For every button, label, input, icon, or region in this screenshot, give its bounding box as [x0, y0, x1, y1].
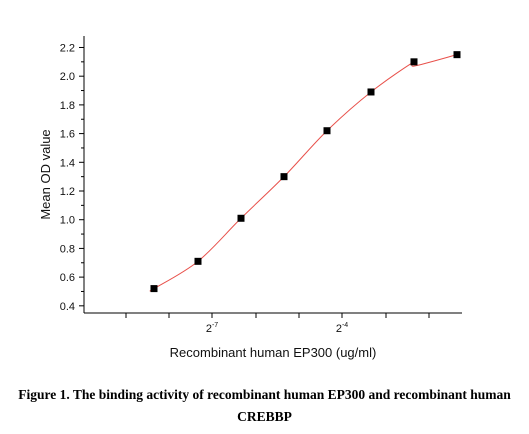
- data-point: [194, 257, 202, 265]
- data-point: [323, 127, 331, 135]
- x-tick-label-2-pow-neg4: 2-4: [336, 322, 348, 335]
- y-tick-label: 1.0: [60, 215, 75, 227]
- y-tick-label: 0.4: [60, 301, 75, 313]
- y-axis-title: Mean OD value: [38, 129, 53, 219]
- data-point: [150, 285, 158, 293]
- y-tick-label: 1.2: [60, 186, 75, 198]
- x-tick-label-2-pow-neg7: 2-7: [206, 322, 218, 335]
- data-point: [410, 58, 418, 66]
- data-point: [280, 173, 288, 181]
- y-tick-label: 2.0: [60, 71, 75, 83]
- y-tick-label: 0.8: [60, 243, 75, 255]
- data-points: [150, 51, 461, 293]
- y-tick-label: 1.4: [60, 157, 75, 169]
- x-axis-title: Recombinant human EP300 (ug/ml): [170, 345, 377, 360]
- fit-curve: [149, 54, 458, 292]
- figure-caption: Figure 1. The binding activity of recomb…: [0, 384, 529, 428]
- figure-caption-line-1: Figure 1. The binding activity of recomb…: [18, 387, 511, 402]
- od-binding-chart: 0.4 0.6 0.8 1.0 1.2 1.4 1.6 1.8 2.0 2.2 2-7 2-4 R…: [38, 36, 462, 360]
- x-axis: [84, 312, 462, 318]
- data-point: [453, 51, 461, 59]
- y-tick-label: 1.8: [60, 100, 75, 112]
- y-axis: 0.4 0.6 0.8 1.0 1.2 1.4 1.6 1.8 2.0 2.2: [60, 36, 85, 313]
- data-point: [367, 88, 375, 96]
- figure-caption-line-2: CREBBP: [237, 409, 292, 424]
- y-tick-label: 2.2: [60, 42, 75, 54]
- data-point: [237, 214, 245, 222]
- y-tick-label: 1.6: [60, 129, 75, 141]
- y-tick-label: 0.6: [60, 272, 75, 284]
